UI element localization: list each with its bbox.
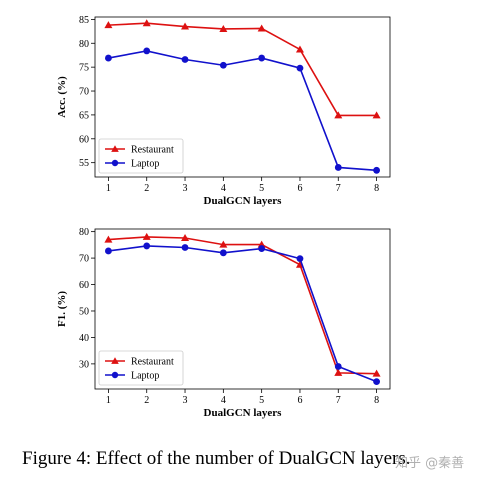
chart-1-x-tick-label: 8 bbox=[374, 183, 379, 194]
chart-2-series-laptop-line bbox=[108, 245, 377, 383]
chart-1-laptop-point bbox=[258, 54, 266, 62]
chart-2-x-tick-label: 4 bbox=[221, 395, 226, 406]
chart-1-legend-label-restaurant: Restaurant bbox=[131, 145, 174, 156]
figure-caption: Figure 4: Effect of the number of DualGC… bbox=[22, 448, 411, 469]
chart-1-x-tick-label: 1 bbox=[106, 183, 111, 194]
chart-2-laptop-point bbox=[258, 245, 266, 252]
chart-2-y-tick-label: 40 bbox=[79, 333, 89, 344]
chart-2-y-tick-label: 70 bbox=[79, 254, 89, 265]
chart-2-legend-label-restaurant: Restaurant bbox=[131, 357, 174, 368]
chart-1-y-axis-label: Acc. (%) bbox=[56, 76, 68, 118]
chart-2-x-tick-label: 8 bbox=[374, 395, 379, 406]
chart-1-laptop-point bbox=[296, 64, 304, 72]
chart-2-y-tick-label: 60 bbox=[79, 280, 89, 291]
chart-2-x-tick-label: 1 bbox=[106, 395, 111, 406]
chart-1-frame bbox=[94, 16, 391, 178]
chart-2-restaurant-point bbox=[219, 240, 228, 248]
chart-2-laptop-point bbox=[373, 378, 380, 385]
chart-1-series-restaurant-line bbox=[108, 22, 377, 117]
chart-2-legend-marker-restaurant bbox=[111, 357, 119, 364]
chart-1-x-tick-label: 5 bbox=[259, 183, 264, 194]
chart-2-laptop-point bbox=[296, 255, 304, 263]
chart-1-series-laptop-line bbox=[108, 50, 377, 172]
chart-2-laptop-point bbox=[143, 242, 151, 250]
chart-1-x-tick-label: 7 bbox=[336, 183, 341, 194]
chart-1-legend bbox=[98, 138, 184, 174]
chart-2-y-axis-label: F1. (%) bbox=[56, 291, 68, 327]
chart-2-restaurant-point bbox=[104, 235, 113, 243]
chart-2-x-axis-label: DualGCN layers bbox=[204, 407, 283, 419]
chart-1-x-tick-label: 4 bbox=[221, 183, 226, 194]
chart-2-legend-marker-laptop bbox=[111, 371, 119, 379]
chart-1-laptop-point bbox=[219, 61, 227, 69]
chart-1-x-tick-label: 3 bbox=[183, 183, 188, 194]
chart-2-restaurant-point bbox=[334, 368, 343, 376]
chart-2-x-tick-label: 7 bbox=[336, 395, 341, 406]
chart-2-laptop-point bbox=[219, 249, 227, 257]
chart-1-laptop-point bbox=[105, 54, 112, 62]
chart-1-x-tick-label: 6 bbox=[297, 183, 302, 194]
chart-2-y-tick-label: 30 bbox=[79, 359, 89, 370]
chart-2-restaurant-point bbox=[372, 369, 381, 377]
chart-1-restaurant-point bbox=[295, 45, 304, 53]
chart-2-x-tick-label: 5 bbox=[259, 395, 264, 406]
chart-2-legend-label-laptop: Laptop bbox=[131, 371, 159, 382]
chart-1-restaurant-point bbox=[142, 19, 151, 27]
chart-1-laptop-point bbox=[334, 164, 342, 171]
chart-1-laptop-point bbox=[373, 166, 380, 174]
watermark: 知乎 @秦善 bbox=[395, 456, 465, 471]
chart-2-laptop-point bbox=[334, 363, 342, 370]
chart-2-x-tick-label: 2 bbox=[144, 395, 149, 406]
chart-1-y-tick-label: 70 bbox=[79, 87, 89, 98]
chart-2-legend bbox=[98, 350, 184, 386]
chart-1-laptop-point bbox=[143, 47, 151, 55]
chart-1-legend-label-laptop: Laptop bbox=[131, 159, 159, 170]
chart-2-restaurant-point bbox=[142, 232, 151, 240]
chart-2-laptop-point bbox=[181, 244, 189, 251]
chart-1-y-tick-label: 60 bbox=[79, 134, 89, 145]
chart-1-y-tick-label: 55 bbox=[79, 158, 89, 169]
chart-1-y-tick-label: 80 bbox=[79, 39, 89, 50]
chart-1-restaurant-point bbox=[104, 21, 113, 29]
chart-2-series-restaurant-line bbox=[108, 236, 377, 375]
chart-2-x-tick-label: 6 bbox=[297, 395, 302, 406]
chart-1-restaurant-point bbox=[181, 22, 190, 30]
chart-1-y-tick-label: 85 bbox=[79, 15, 89, 26]
chart-2-y-tick-label: 50 bbox=[79, 306, 89, 317]
chart-1-y-tick-label: 65 bbox=[79, 110, 89, 121]
chart-1-laptop-point bbox=[181, 56, 189, 63]
chart-1-restaurant-point bbox=[334, 111, 343, 119]
chart-1-restaurant-point bbox=[372, 111, 381, 119]
chart-2-frame bbox=[94, 228, 391, 390]
chart-2-restaurant-point bbox=[181, 233, 190, 241]
chart-1-y-tick-label: 75 bbox=[79, 63, 89, 74]
chart-1-legend-marker-laptop bbox=[111, 159, 119, 167]
chart-2-x-tick-label: 3 bbox=[183, 395, 188, 406]
chart-1-restaurant-point bbox=[257, 24, 266, 32]
chart-1-legend-marker-restaurant bbox=[111, 145, 119, 152]
chart-1-restaurant-point bbox=[219, 24, 228, 32]
chart-2-y-tick-label: 80 bbox=[79, 227, 89, 238]
chart-2-laptop-point bbox=[105, 247, 112, 255]
chart-1-x-tick-label: 2 bbox=[144, 183, 149, 194]
chart-1-x-axis-label: DualGCN layers bbox=[204, 195, 283, 207]
